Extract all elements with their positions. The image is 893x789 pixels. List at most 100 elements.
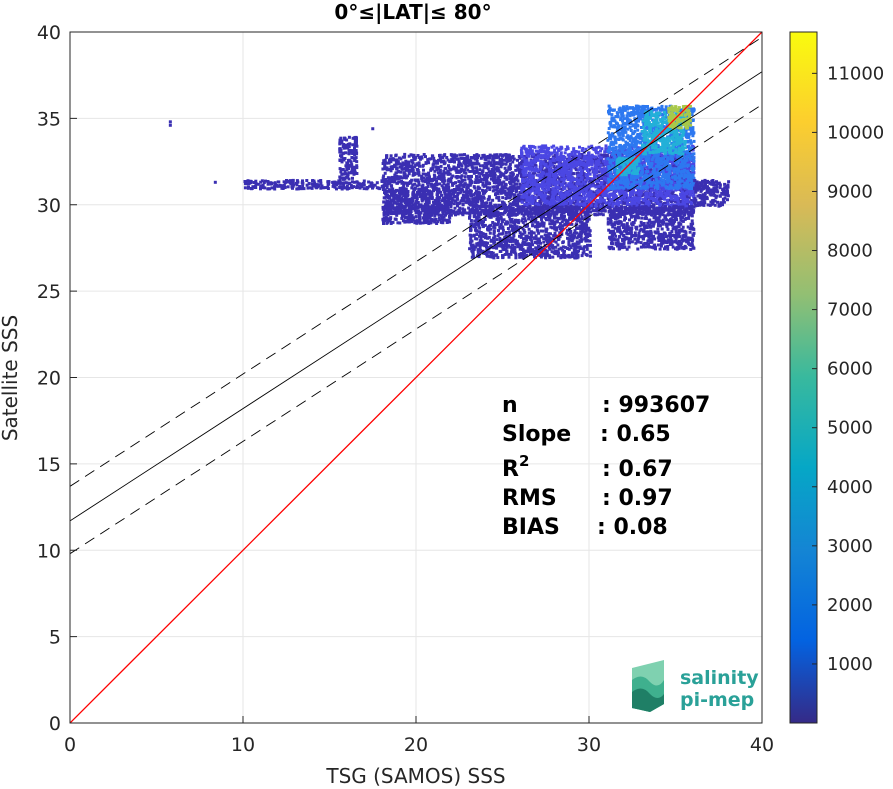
density-cell [511,189,515,192]
density-cell [628,174,632,178]
density-cell [557,202,561,206]
density-cell [478,164,482,168]
density-cell [655,190,658,194]
density-cell [623,200,626,204]
density-cell [553,174,557,178]
density-cell [586,199,590,203]
density-cell [590,179,594,183]
density-cell [431,163,435,167]
density-cell [442,176,446,180]
density-cell [586,168,590,172]
density-cell [649,169,653,173]
density-cell [414,163,418,167]
density-cell [562,203,566,207]
density-cell [640,194,644,198]
density-cell [534,164,538,168]
density-cell [456,212,460,216]
density-cell [476,198,480,202]
density-cell [427,207,430,211]
density-cell [475,166,478,170]
density-cell [567,162,570,166]
density-cell [575,203,579,206]
density-cell [560,203,564,207]
density-cell [569,201,573,205]
density-cell [607,203,611,207]
density-cell [399,170,403,174]
density-cell [463,175,467,179]
density-cell [597,207,601,211]
density-cell [533,182,537,186]
density-cell [404,168,408,172]
density-cell [570,185,574,189]
density-cell [582,172,586,176]
density-cell [403,152,407,156]
density-cell [611,202,615,206]
density-cell [514,190,518,194]
density-cell [637,182,641,186]
density-cell [627,176,631,180]
density-cell [475,159,479,163]
density-cell [399,192,402,196]
density-cell [563,169,567,173]
density-cell [557,162,561,166]
density-cell [421,183,425,187]
density-cell [574,209,578,213]
density-cell [554,197,557,201]
density-cell [454,168,458,172]
density-cell [498,158,502,162]
density-cell [600,154,604,157]
density-cell [523,154,526,158]
density-cell [634,204,638,208]
density-cell [620,192,624,196]
density-cell [384,161,388,165]
density-cell [473,161,477,165]
density-cell [643,165,647,169]
density-cell [538,168,542,172]
density-cell [642,169,646,173]
density-cell [539,178,543,181]
density-cell [649,201,653,204]
density-cell [504,175,508,179]
density-cell [679,203,683,207]
density-cell [462,185,466,189]
density-cell [589,179,593,183]
density-cell [559,164,563,168]
density-cell [500,185,504,189]
density-cell [438,168,442,172]
density-cell [685,153,689,157]
density-cell [580,180,584,184]
density-cell [428,176,431,180]
density-cell [442,188,446,192]
density-cell [547,182,550,186]
density-cell [495,185,499,189]
density-cell [552,144,556,148]
density-cell [637,203,641,207]
density-cell [438,171,442,174]
density-cell [550,169,554,173]
density-cell [653,179,657,183]
density-cell [519,148,523,152]
density-cell [387,203,391,207]
density-cell [388,176,392,180]
density-cell [388,157,392,161]
density-cell [475,193,479,197]
density-cell [587,181,591,185]
density-cell [611,197,615,201]
density-cell [422,176,426,180]
density-cell [484,184,488,187]
density-cell [644,201,648,205]
density-cell [446,158,450,162]
density-cell [582,192,586,196]
density-cell [480,188,484,192]
density-cell [581,178,585,182]
density-cell [522,167,526,171]
density-cell [594,209,598,213]
density-cell [679,187,683,191]
density-cell [485,201,489,205]
density-cell [561,163,565,167]
density-cell [505,160,509,164]
density-cell [661,155,665,159]
density-cell [466,154,470,158]
density-cell [599,183,603,186]
density-cell [594,202,598,206]
